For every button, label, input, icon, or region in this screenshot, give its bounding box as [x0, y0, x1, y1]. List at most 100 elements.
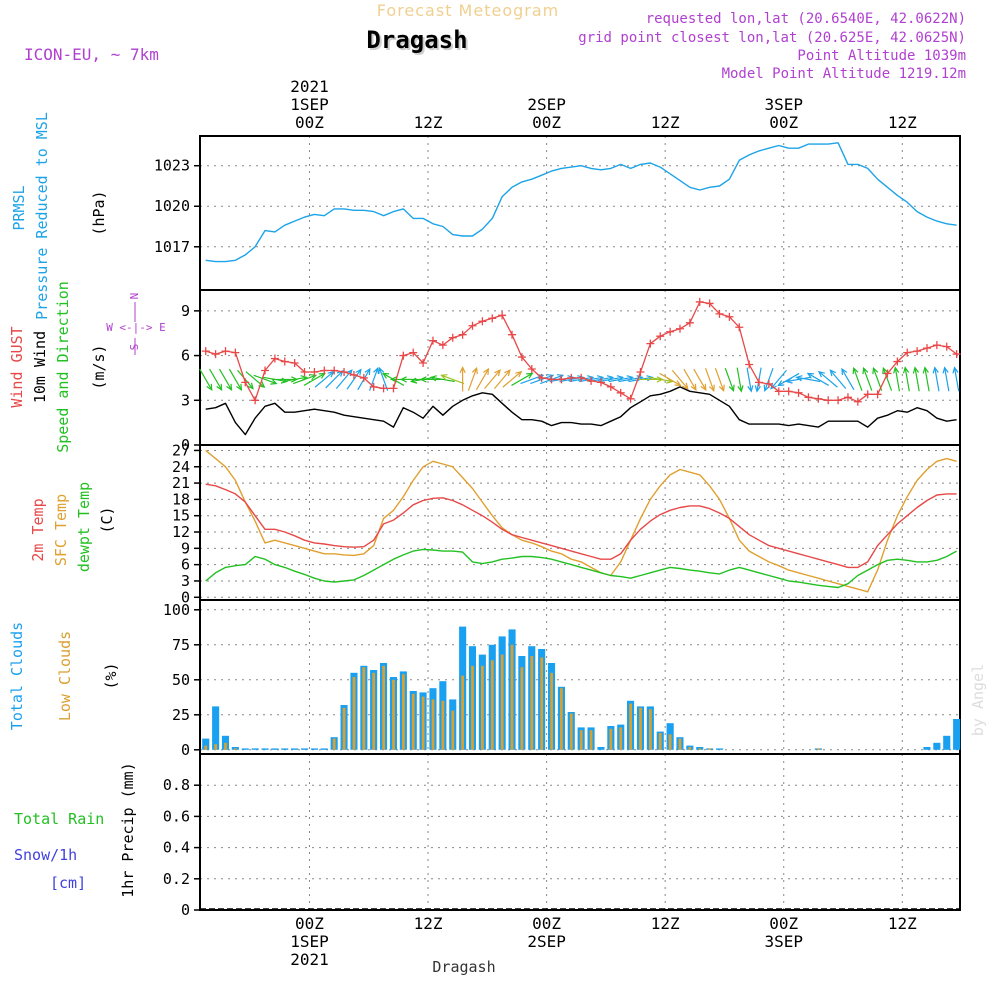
low-clouds-bar [678, 738, 682, 750]
precip-ytick-label: 0.6 [163, 807, 190, 825]
total-clouds-bar [251, 748, 259, 750]
pressure-ytick-label: 1023 [154, 157, 190, 175]
bottom-time-label: 12Z [888, 914, 917, 933]
wind-direction-arrowhead [872, 366, 879, 375]
wind-gust-marker [755, 378, 764, 387]
wind-gust-marker [419, 359, 428, 368]
wind-gust-marker [211, 350, 220, 359]
total-clouds-bar [933, 742, 941, 750]
temp-ytick-label: 12 [172, 523, 190, 541]
clouds-ytick-label: 50 [172, 671, 190, 689]
bottom-time-label: 12Z [414, 914, 443, 933]
low-clouds-bar [698, 748, 702, 750]
total-clouds-label: Total Clouds [8, 622, 26, 730]
clouds-ytick-label: 100 [163, 601, 190, 619]
wind-direction-arrowhead [526, 372, 534, 379]
wind-gust-marker [468, 321, 477, 330]
low-clouds-bar [500, 654, 504, 750]
low-clouds-bar [668, 734, 672, 750]
wind-gust-marker [883, 369, 892, 378]
t2m-line [205, 483, 957, 569]
wind-direction-arrowhead [364, 367, 371, 376]
forecast-meteogram-label: Forecast Meteogram [377, 1, 559, 20]
total-clouds-bar [923, 747, 931, 750]
low-clouds-bar [510, 644, 514, 750]
wind-direction-arrow [502, 371, 522, 388]
wind-gust-marker [557, 375, 566, 384]
wind-direction-arrowhead [399, 376, 407, 383]
wind-direction-arrowhead [952, 366, 959, 374]
wind-gust-marker [577, 373, 586, 382]
low-clouds-bar [481, 665, 484, 750]
wind-gust-marker [804, 393, 813, 402]
wind-gust-marker [675, 324, 684, 333]
wind-direction-arrowhead [546, 374, 555, 381]
wind-direction-arrow [378, 367, 389, 391]
wind-direction-arrow [671, 369, 689, 390]
wind-gust-marker [903, 348, 912, 357]
wind-direction-arrow [228, 368, 242, 391]
wind-direction-arrowhead [806, 372, 814, 379]
wind-direction-arrowhead [381, 372, 390, 379]
wind-direction-arrowhead [515, 370, 523, 378]
wind-direction-arrowhead [373, 366, 380, 375]
wind-gust-marker [438, 341, 447, 350]
wind-direction-arrow [493, 369, 511, 390]
compass-east-west: W <-|-> E [106, 321, 166, 334]
wind-direction-arrow [282, 376, 307, 383]
low-clouds-bar [560, 688, 563, 750]
wind-gust-marker [448, 333, 457, 342]
wind-direction-arrow [199, 368, 213, 391]
point-altitude: Point Altitude 1039m [797, 48, 966, 64]
wind-direction-arrowhead [777, 380, 785, 387]
wind-gust-marker [843, 393, 852, 402]
wind-gust-marker [537, 373, 546, 382]
wind-gust-marker [280, 357, 289, 366]
wind-gust-marker [231, 348, 240, 357]
low-clouds-bar [451, 710, 455, 750]
temp-ytick-label: 18 [172, 490, 190, 508]
wind-direction-arrow [872, 367, 883, 391]
low-clouds-bar [629, 703, 632, 750]
wind-gust-marker [616, 388, 625, 397]
precip-panel: Total Rain Snow/1h [cm] 1hr Precip (mm) … [14, 753, 961, 919]
wind-gust-marker [735, 323, 744, 332]
wind-direction-arrow [746, 367, 752, 392]
wind-direction-arrowhead [754, 385, 761, 393]
total-clouds-bar [291, 748, 299, 750]
wind-direction-arrow [841, 368, 855, 391]
bottom-location-label: Dragash [432, 958, 495, 976]
wind-gust-marker [498, 311, 507, 320]
wind-gust-marker [428, 336, 437, 345]
wind-direction-arrowhead [942, 366, 949, 374]
wind-gust-marker [547, 375, 556, 384]
bottom-time-label: 1SEP [290, 932, 329, 951]
wind-direction-arrow [683, 368, 697, 391]
low-clouds-bar [816, 748, 820, 750]
sfc-temp-line [205, 449, 957, 593]
low-clouds-bar [372, 672, 376, 750]
wind-direction-arrow [944, 367, 950, 392]
temp-ytick-label: 21 [172, 474, 190, 492]
temp-unit: (C) [98, 506, 116, 533]
wind-direction-arrow [714, 367, 725, 391]
bottom-time-label: 12Z [651, 914, 680, 933]
clouds-ytick-label: 25 [172, 706, 190, 724]
wind-direction-arrowhead [681, 382, 689, 390]
total-clouds-bar [261, 748, 269, 750]
wind-direction-arrow [818, 371, 838, 388]
wind-direction-arrow [314, 371, 334, 388]
wind-direction-arrow [953, 367, 960, 392]
wind-gust-marker [409, 348, 418, 357]
clouds-panel: Total Clouds Low Clouds (%) 0 25 50 75 100 [8, 599, 961, 759]
wind-direction-arrowhead [556, 374, 565, 381]
wind-gust-label: Wind GUST [8, 326, 26, 407]
total-clouds-bar [716, 748, 724, 750]
low-clouds-bar [431, 699, 435, 750]
wind-direction-arrowhead [700, 383, 707, 392]
precip-ytick-label: 0 [181, 901, 190, 919]
wind-gust-marker [784, 387, 793, 396]
sfc-temp-label: SFC Temp [52, 494, 70, 566]
wind-direction-arrow [293, 374, 317, 385]
wind-direction-arrow [934, 367, 940, 392]
